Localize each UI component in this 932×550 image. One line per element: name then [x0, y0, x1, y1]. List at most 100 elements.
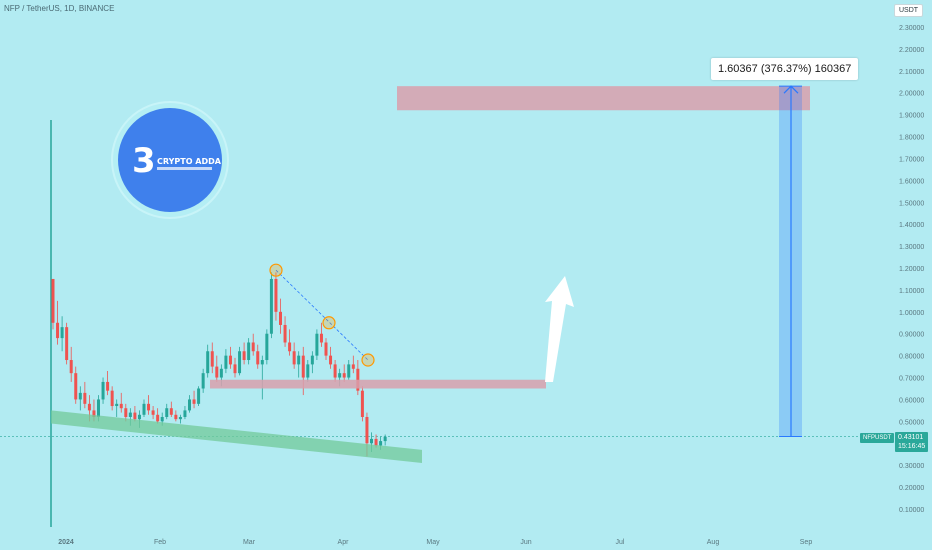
support-channel[interactable] [51, 410, 422, 463]
candle-body[interactable] [233, 364, 237, 374]
candle-body[interactable] [174, 414, 178, 420]
candle-body[interactable] [133, 412, 137, 420]
y-tick-label: 2.20000 [899, 47, 924, 54]
breakout-zone[interactable] [210, 379, 546, 389]
candle-body[interactable] [165, 408, 169, 417]
candle-body[interactable] [87, 403, 91, 411]
candle-body[interactable] [383, 436, 387, 442]
candle-body[interactable] [83, 392, 87, 404]
candle-body[interactable] [319, 333, 323, 343]
candle-body[interactable] [219, 368, 223, 378]
x-tick-label: Mar [243, 539, 256, 546]
candle-body[interactable] [288, 342, 292, 352]
candle-body[interactable] [333, 364, 337, 378]
y-tick-label: 0.60000 [899, 397, 924, 404]
candle-body[interactable] [370, 438, 373, 444]
candle-body[interactable] [51, 278, 55, 323]
symbol-price-tag: NFPUSDT [860, 433, 895, 443]
candle-body[interactable] [224, 355, 228, 369]
currency-badge[interactable]: USDT [894, 4, 924, 17]
candle-body[interactable] [324, 342, 328, 356]
candle-body[interactable] [256, 351, 260, 365]
candle-body[interactable] [297, 355, 301, 365]
candle-body[interactable] [360, 390, 364, 417]
candle-body[interactable] [374, 438, 378, 446]
candle-body[interactable] [69, 360, 73, 374]
y-tick-label: 1.90000 [899, 113, 924, 120]
candle-body[interactable] [151, 410, 155, 415]
candle-body[interactable] [137, 414, 141, 420]
candle-body[interactable] [147, 403, 151, 411]
candle-body[interactable] [124, 408, 128, 417]
candle-body[interactable] [106, 381, 110, 391]
x-tick-label: Sep [800, 539, 813, 546]
candle-body[interactable] [183, 410, 187, 417]
y-tick-label: 2.10000 [899, 69, 924, 76]
candle-body[interactable] [119, 403, 123, 409]
candle-body[interactable] [274, 278, 278, 312]
candle-body[interactable] [97, 399, 100, 417]
candle-body[interactable] [188, 399, 191, 411]
candle-body[interactable] [238, 351, 242, 374]
candle-body[interactable] [192, 399, 196, 404]
x-tick-label: Aug [707, 539, 720, 546]
candle-body[interactable] [315, 333, 319, 356]
candle-body[interactable] [115, 403, 119, 407]
candle-body[interactable] [228, 355, 232, 365]
candles-layer [51, 272, 387, 457]
y-tick-label: 1.70000 [899, 156, 924, 163]
candle-body[interactable] [379, 441, 383, 446]
candle-body[interactable] [60, 327, 64, 339]
candle-body[interactable] [329, 355, 333, 365]
pivot-marker[interactable] [361, 353, 375, 367]
candle-body[interactable] [142, 403, 146, 415]
candle-body[interactable] [260, 360, 264, 365]
candle-body[interactable] [160, 416, 164, 422]
candle-body[interactable] [201, 373, 205, 389]
candle-body[interactable] [251, 342, 255, 352]
candle-body[interactable] [351, 364, 355, 369]
candle-body[interactable] [74, 373, 78, 400]
candle-body[interactable] [92, 410, 96, 417]
y-tick-label: 0.80000 [899, 354, 924, 361]
x-tick-label: 2024 [58, 539, 74, 546]
target-zone[interactable] [397, 86, 810, 111]
candle-body[interactable] [215, 366, 219, 378]
x-tick-label: May [426, 539, 440, 546]
y-tick-label: 0.50000 [899, 419, 924, 426]
candle-body[interactable] [110, 390, 114, 407]
candle-body[interactable] [169, 408, 173, 415]
candle-body[interactable] [283, 324, 287, 343]
candle-body[interactable] [156, 414, 160, 422]
candle-body[interactable] [269, 278, 273, 334]
pivot-marker[interactable] [322, 316, 336, 330]
candle-body[interactable] [65, 327, 69, 361]
candle-body[interactable] [338, 373, 342, 378]
candle-body[interactable] [242, 351, 246, 361]
last-price: 0.43101 [898, 434, 924, 441]
candle-body[interactable] [310, 355, 314, 365]
up-arrow-icon [545, 276, 574, 382]
y-tick-label: 0.90000 [899, 332, 924, 339]
candle-body[interactable] [56, 322, 60, 339]
candle-body[interactable] [78, 392, 82, 400]
candle-body[interactable] [206, 351, 210, 374]
candle-body[interactable] [342, 373, 346, 378]
candle-body[interactable] [197, 388, 201, 404]
candle-body[interactable] [101, 381, 105, 400]
candle-body[interactable] [279, 311, 282, 325]
y-tick-label: 1.30000 [899, 244, 924, 251]
candle-body[interactable] [178, 416, 182, 420]
candle-body[interactable] [306, 364, 310, 378]
candle-body[interactable] [265, 333, 269, 361]
candle-body[interactable] [247, 342, 251, 361]
candle-body[interactable] [347, 364, 351, 378]
candle-body[interactable] [365, 416, 369, 444]
candle-body[interactable] [210, 351, 214, 367]
candle-body[interactable] [292, 351, 296, 365]
y-tick-label: 0.70000 [899, 376, 924, 383]
candle-body[interactable] [128, 412, 132, 417]
candle-body[interactable] [301, 355, 305, 378]
pivot-marker[interactable] [269, 263, 283, 277]
